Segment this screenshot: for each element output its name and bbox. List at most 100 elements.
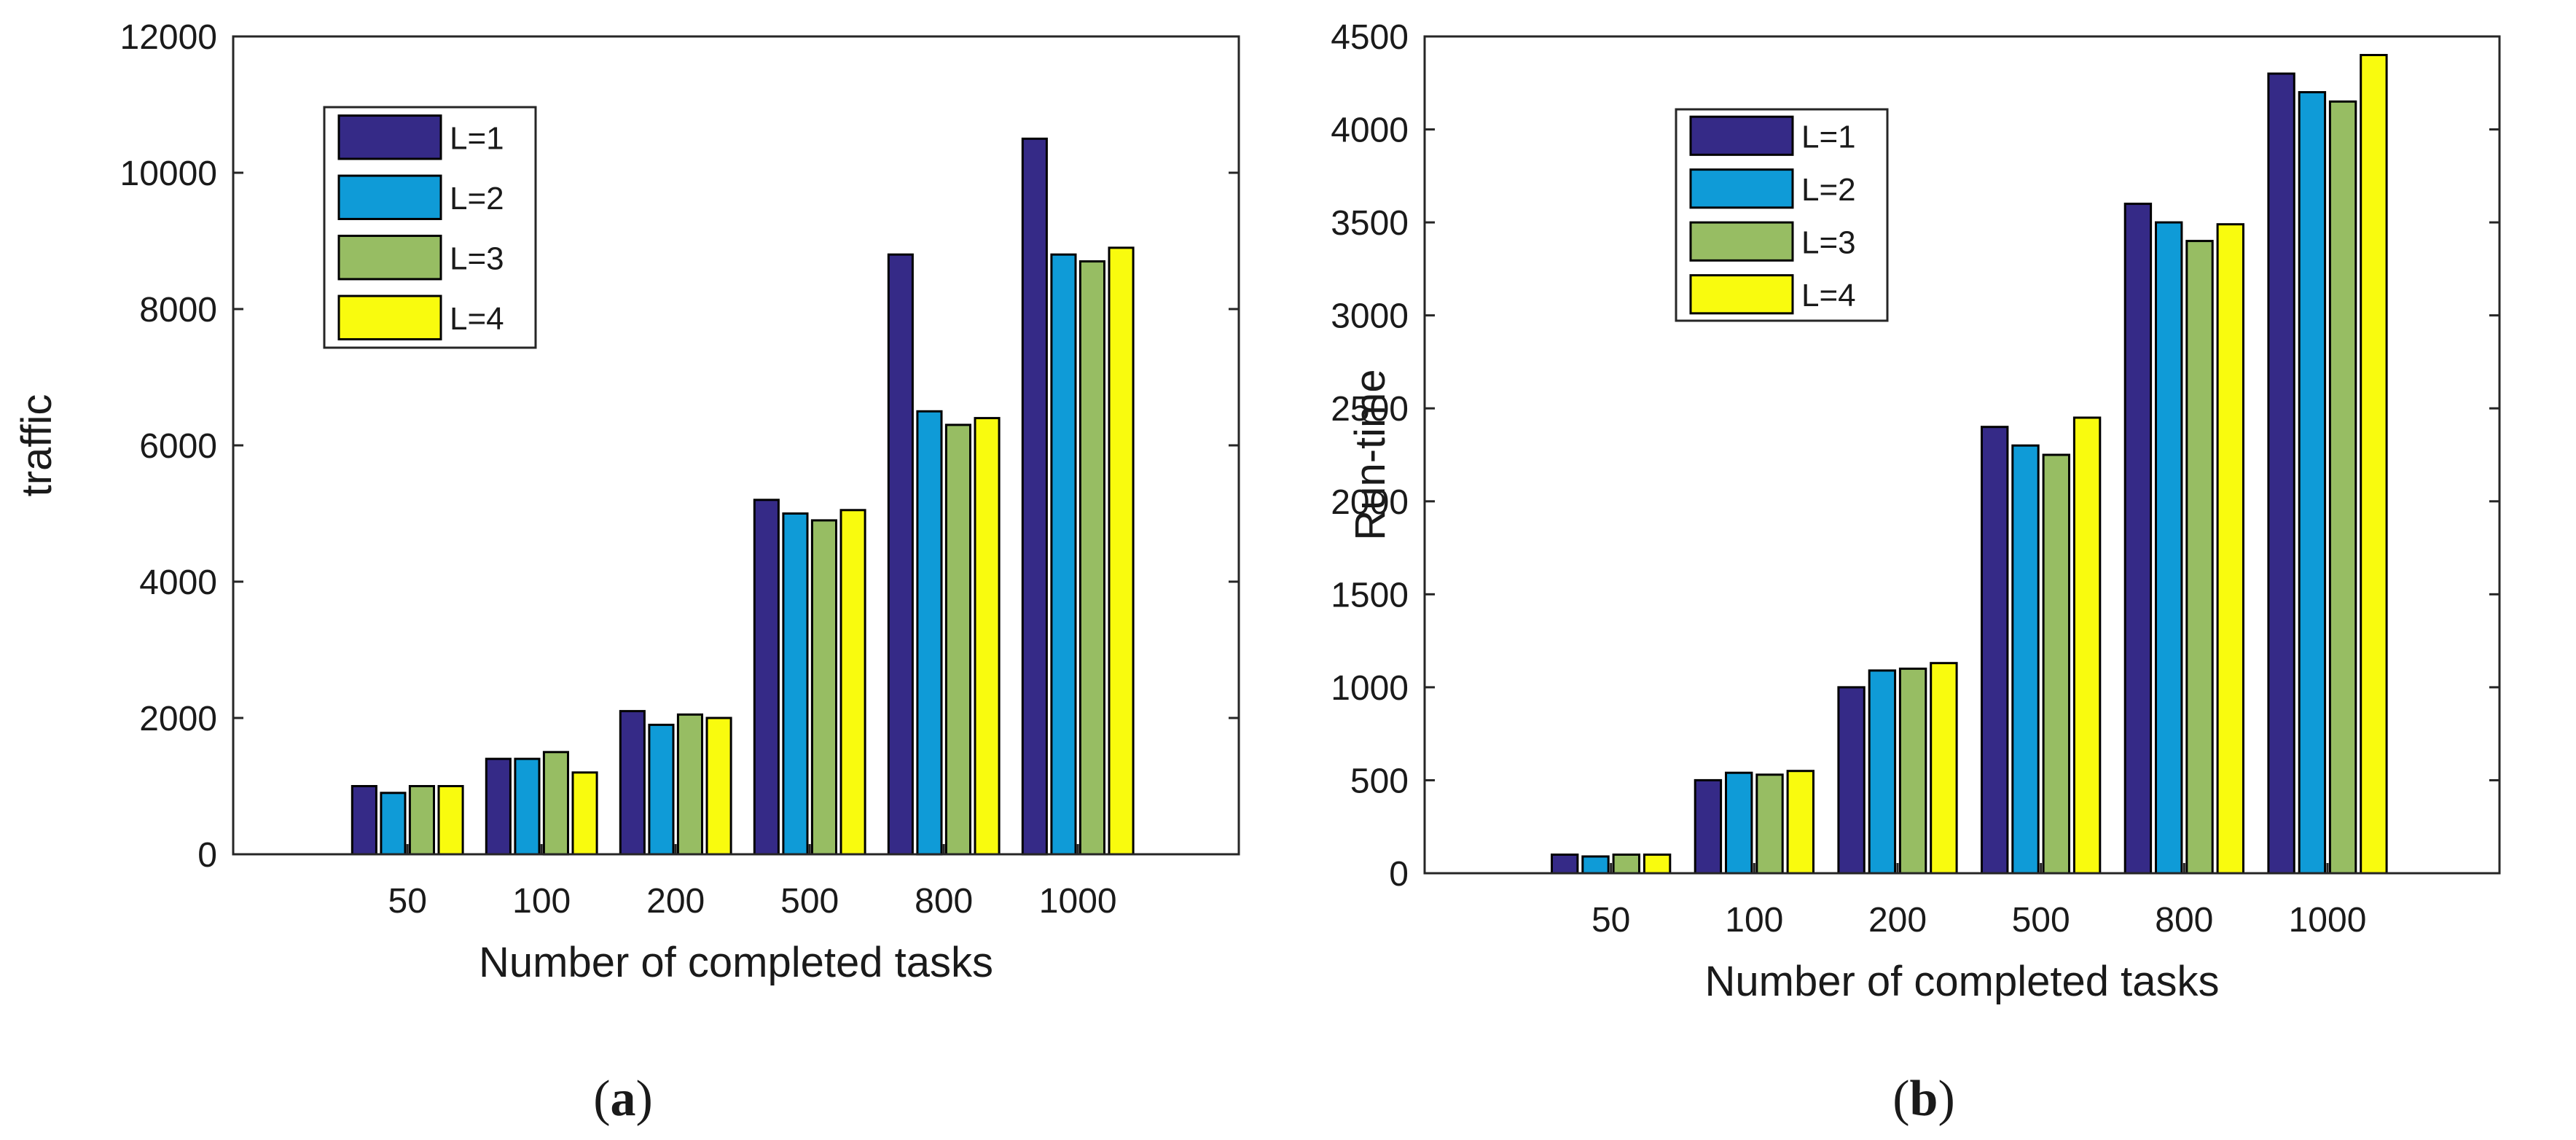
bar-b-L2-50 <box>1581 855 1610 875</box>
axes-box-b <box>1423 35 2501 875</box>
y-tick-label-b: 3500 <box>1331 204 1409 243</box>
bar-b-L1-1000 <box>2267 72 2295 875</box>
y-tick-label-a: 6000 <box>139 427 217 466</box>
bar-b-L1-500 <box>1981 426 2009 875</box>
y-tick-label-b: 0 <box>1389 855 1409 894</box>
bar-b-L3-50 <box>1612 854 1641 875</box>
legend-swatch-L1 <box>337 114 442 160</box>
bar-b-L3-200 <box>1898 667 1927 875</box>
legend-label-L1: L=1 <box>450 120 504 156</box>
bar-a-L2-100 <box>514 757 541 856</box>
y-axis-label-a: traffic <box>13 394 60 497</box>
y-tick-label-b: 1500 <box>1331 576 1409 614</box>
x-tick-label-b-100: 100 <box>1725 901 1783 940</box>
y-tick-label-a: 0 <box>197 836 217 875</box>
bar-b-L3-100 <box>1755 773 1784 875</box>
legend-label-L3: L=3 <box>450 241 504 276</box>
x-tick-label-a-1000: 1000 <box>1039 882 1117 921</box>
y-tick-label-b: 500 <box>1350 762 1409 800</box>
bar-a-L1-1000 <box>1021 137 1048 856</box>
x-tick-label-a-200: 200 <box>646 882 705 921</box>
legend-swatch-L4 <box>1689 274 1794 315</box>
bar-a-L1-800 <box>887 253 914 856</box>
bar-b-L2-1000 <box>2298 91 2327 875</box>
x-tick-label-a-500: 500 <box>780 882 839 921</box>
bar-a-L4-50 <box>437 785 464 856</box>
y-tick-label-a: 2000 <box>139 700 217 738</box>
legend-label-L1: L=1 <box>1801 119 1856 155</box>
bar-b-L1-800 <box>2123 203 2153 875</box>
bar-b-L4-1000 <box>2360 54 2388 875</box>
y-tick-label-a: 10000 <box>120 155 217 193</box>
x-axis-label-b: Number of completed tasks <box>1705 958 2220 1005</box>
x-axis-label-a: Number of completed tasks <box>479 939 993 986</box>
bar-a-L3-500 <box>810 519 838 856</box>
bar-a-L2-800 <box>916 410 943 856</box>
bar-b-L3-500 <box>2042 453 2071 875</box>
bar-b-L3-1000 <box>2328 100 2357 875</box>
bar-b-L2-200 <box>1868 669 1897 875</box>
bar-a-L1-50 <box>351 785 377 856</box>
chart-panel-a: 0 2000 4000 6000 8000 10000 12000 50 100 200 500 80… <box>13 18 1240 1127</box>
bar-b-L2-800 <box>2155 221 2183 875</box>
bar-b-L4-100 <box>1786 770 1815 875</box>
bar-a-L3-50 <box>408 785 436 856</box>
y-tick-label-a: 8000 <box>139 291 217 329</box>
legend-label-L3: L=3 <box>1801 225 1856 260</box>
legend-label-L2: L=2 <box>450 181 504 216</box>
x-tick-label-b-50: 50 <box>1592 901 1630 940</box>
y-tick-label-b: 1000 <box>1331 669 1409 708</box>
bar-b-L1-200 <box>1837 686 1866 875</box>
legend-label-L4: L=4 <box>1801 278 1856 313</box>
bar-b-L3-800 <box>2185 240 2214 875</box>
legend-b: L=1 L=2 L=3 L=4 <box>1675 108 1889 322</box>
bar-a-L4-800 <box>974 417 1001 856</box>
bar-a-L4-200 <box>705 717 732 856</box>
x-tick-label-b-200: 200 <box>1868 901 1927 940</box>
bar-b-L2-500 <box>2011 444 2040 875</box>
bar-a-L3-200 <box>676 713 704 856</box>
bar-b-L2-100 <box>1725 771 1753 875</box>
y-tick-label-b: 4500 <box>1331 18 1409 57</box>
y-tick-label-b: 2000 <box>1331 483 1409 522</box>
bar-b-L4-500 <box>2072 416 2102 875</box>
legend-swatch-L1 <box>1689 115 1794 156</box>
legend-label-L2: L=2 <box>1801 172 1856 208</box>
bar-a-L4-1000 <box>1108 246 1135 856</box>
y-tick-label-a: 12000 <box>120 18 217 57</box>
panel-label-a: (a) <box>593 1071 653 1127</box>
bar-a-L2-200 <box>648 723 675 856</box>
legend-a: L=1 L=2 L=3 L=4 <box>323 106 537 349</box>
y-tick-label-b: 3000 <box>1331 297 1409 336</box>
bar-b-L4-200 <box>1930 662 1958 875</box>
bar-b-L1-100 <box>1694 778 1723 875</box>
x-tick-label-b-1000: 1000 <box>2289 901 2367 940</box>
chart-panel-b: 0 500 1000 1500 2000 2500 3000 3500 4000 4500 50 10… <box>1331 18 2501 1127</box>
bar-a-L3-100 <box>542 751 570 856</box>
bar-a-L1-500 <box>753 499 780 856</box>
y-axis-label-b: Run-time <box>1347 369 1394 540</box>
bar-a-L1-100 <box>485 757 512 856</box>
bar-a-L2-50 <box>380 792 407 856</box>
x-tick-label-a-50: 50 <box>388 882 427 921</box>
panel-label-b: (b) <box>1892 1071 1955 1127</box>
y-tick-label-a: 4000 <box>139 563 217 602</box>
bar-a-L3-800 <box>944 423 972 856</box>
bar-a-L4-500 <box>839 509 866 856</box>
x-tick-label-b-800: 800 <box>2155 901 2213 940</box>
bar-a-L2-1000 <box>1050 253 1077 856</box>
y-tick-label-b: 4000 <box>1331 112 1409 150</box>
x-tick-label-a-800: 800 <box>915 882 973 921</box>
bar-b-L4-800 <box>2216 223 2245 875</box>
bar-a-L3-1000 <box>1078 260 1106 856</box>
legend-swatch-L3 <box>337 235 442 281</box>
bar-a-L2-500 <box>782 512 809 856</box>
x-tick-label-a-100: 100 <box>512 882 571 921</box>
bar-a-L4-100 <box>571 771 598 856</box>
bar-b-L1-50 <box>1551 854 1579 875</box>
legend-swatch-L2 <box>337 174 442 220</box>
legend-swatch-L3 <box>1689 221 1794 262</box>
bar-a-L1-200 <box>619 710 646 856</box>
legend-label-L4: L=4 <box>450 301 504 337</box>
